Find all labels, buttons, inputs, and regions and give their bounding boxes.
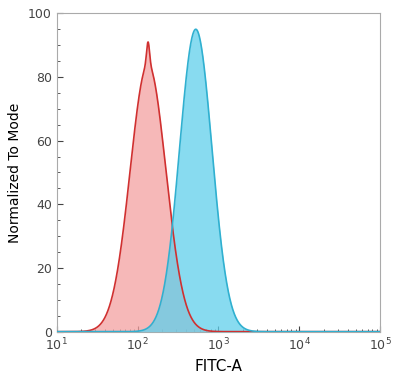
Y-axis label: Normalized To Mode: Normalized To Mode [8,102,22,243]
X-axis label: FITC-A: FITC-A [194,359,242,374]
